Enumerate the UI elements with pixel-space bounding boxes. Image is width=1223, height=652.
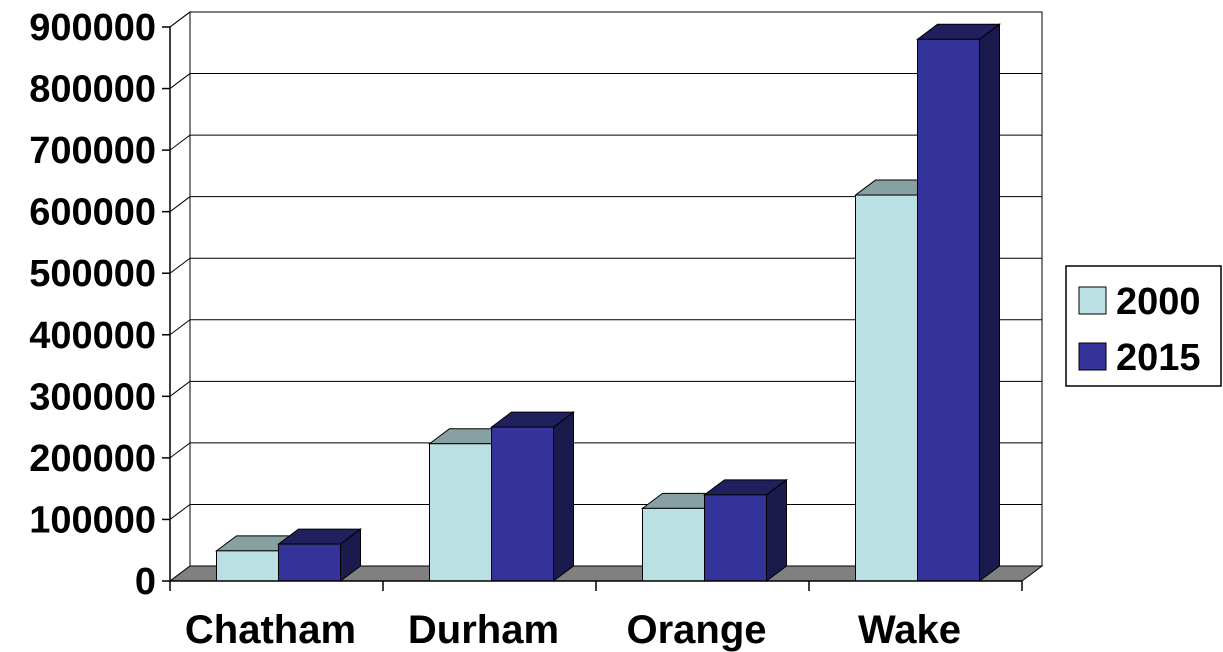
bar-front: [642, 507, 705, 582]
y-tick-label: 200000: [29, 438, 156, 480]
y-tick-label: 100000: [29, 499, 156, 541]
y-axis: 0 100000 200000 300000 400000 500000 600000 700…: [29, 7, 171, 603]
bar-front: [917, 38, 980, 582]
legend-swatch-2015: [1078, 342, 1107, 371]
legend-label-2000: 2000: [1116, 281, 1201, 323]
y-tick-label: 800000: [29, 69, 156, 111]
bar-front: [855, 194, 918, 582]
side-wall: [169, 11, 191, 582]
bars: [215, 23, 1001, 582]
legend-label-2015: 2015: [1116, 337, 1201, 379]
legend-swatch-2000: [1078, 286, 1107, 315]
bar-front: [278, 543, 341, 582]
bar-front: [704, 494, 767, 582]
x-tick-label-chatham: Chatham: [185, 608, 356, 652]
bar-side: [553, 411, 574, 582]
gridline: [169, 134, 1042, 151]
legend: 2000 2015: [1065, 265, 1222, 387]
x-tick-label-orange: Orange: [626, 608, 766, 652]
x-tick-label-durham: Durham: [408, 608, 559, 652]
bar-chatham-2015: [277, 528, 362, 582]
y-tick-label: 500000: [29, 253, 156, 295]
x-tick-label-wake: Wake: [858, 608, 961, 652]
bar-side: [979, 23, 1000, 582]
bar-wake-2015: [916, 23, 1001, 582]
bar-orange-2015: [703, 478, 788, 582]
x-axis: Chatham Durham Orange Wake: [169, 580, 1023, 652]
y-tick-label: 0: [135, 561, 156, 603]
gridline: [169, 73, 1042, 89]
y-tick-label: 900000: [29, 7, 156, 49]
bar-front: [429, 443, 492, 582]
bar-front: [491, 426, 554, 582]
bar-front: [216, 550, 279, 582]
gridline: [169, 11, 1042, 28]
y-tick-label: 400000: [29, 315, 156, 357]
y-tick-label: 300000: [29, 376, 156, 418]
bar-side: [766, 478, 787, 582]
y-tick-label: 600000: [29, 192, 156, 234]
y-tick-label: 700000: [29, 130, 156, 172]
bar-durham-2015: [490, 411, 575, 582]
